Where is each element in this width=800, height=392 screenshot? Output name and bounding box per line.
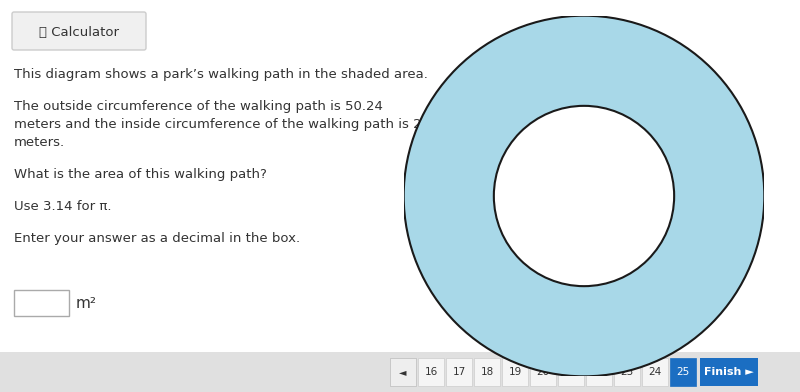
Text: 25: 25 (676, 367, 690, 377)
Text: 17: 17 (452, 367, 466, 377)
Text: 18: 18 (480, 367, 494, 377)
Text: Use 3.14 for π.: Use 3.14 for π. (14, 200, 111, 213)
Text: 23: 23 (620, 367, 634, 377)
Text: ◄: ◄ (399, 367, 406, 377)
FancyBboxPatch shape (418, 358, 444, 386)
Text: What is the area of this walking path?: What is the area of this walking path? (14, 168, 267, 181)
Text: This diagram shows a park’s walking path in the shaded area.: This diagram shows a park’s walking path… (14, 68, 428, 81)
FancyBboxPatch shape (700, 358, 758, 386)
FancyBboxPatch shape (390, 358, 416, 386)
FancyBboxPatch shape (474, 358, 500, 386)
Text: 19: 19 (508, 367, 522, 377)
Circle shape (404, 16, 764, 376)
FancyBboxPatch shape (12, 12, 146, 50)
Text: meters and the inside circumference of the walking path is 25.12: meters and the inside circumference of t… (14, 118, 451, 131)
Text: 16: 16 (424, 367, 438, 377)
FancyBboxPatch shape (530, 358, 556, 386)
Text: Enter your answer as a decimal in the box.: Enter your answer as a decimal in the bo… (14, 232, 300, 245)
Text: m²: m² (76, 296, 97, 310)
FancyBboxPatch shape (14, 290, 69, 316)
FancyBboxPatch shape (614, 358, 640, 386)
Text: The outside circumference of the walking path is 50.24: The outside circumference of the walking… (14, 100, 383, 113)
Text: meters.: meters. (14, 136, 65, 149)
Text: 22: 22 (592, 367, 606, 377)
Text: 21: 21 (564, 367, 578, 377)
FancyBboxPatch shape (558, 358, 584, 386)
Text: 24: 24 (648, 367, 662, 377)
Bar (0, 352, 800, 392)
Text: Finish ►: Finish ► (704, 367, 754, 377)
Text: 20: 20 (537, 367, 550, 377)
Text: ⌹ Calculator: ⌹ Calculator (39, 25, 119, 38)
Circle shape (494, 106, 674, 286)
FancyBboxPatch shape (670, 358, 696, 386)
FancyBboxPatch shape (446, 358, 472, 386)
FancyBboxPatch shape (586, 358, 612, 386)
FancyBboxPatch shape (502, 358, 528, 386)
FancyBboxPatch shape (642, 358, 668, 386)
